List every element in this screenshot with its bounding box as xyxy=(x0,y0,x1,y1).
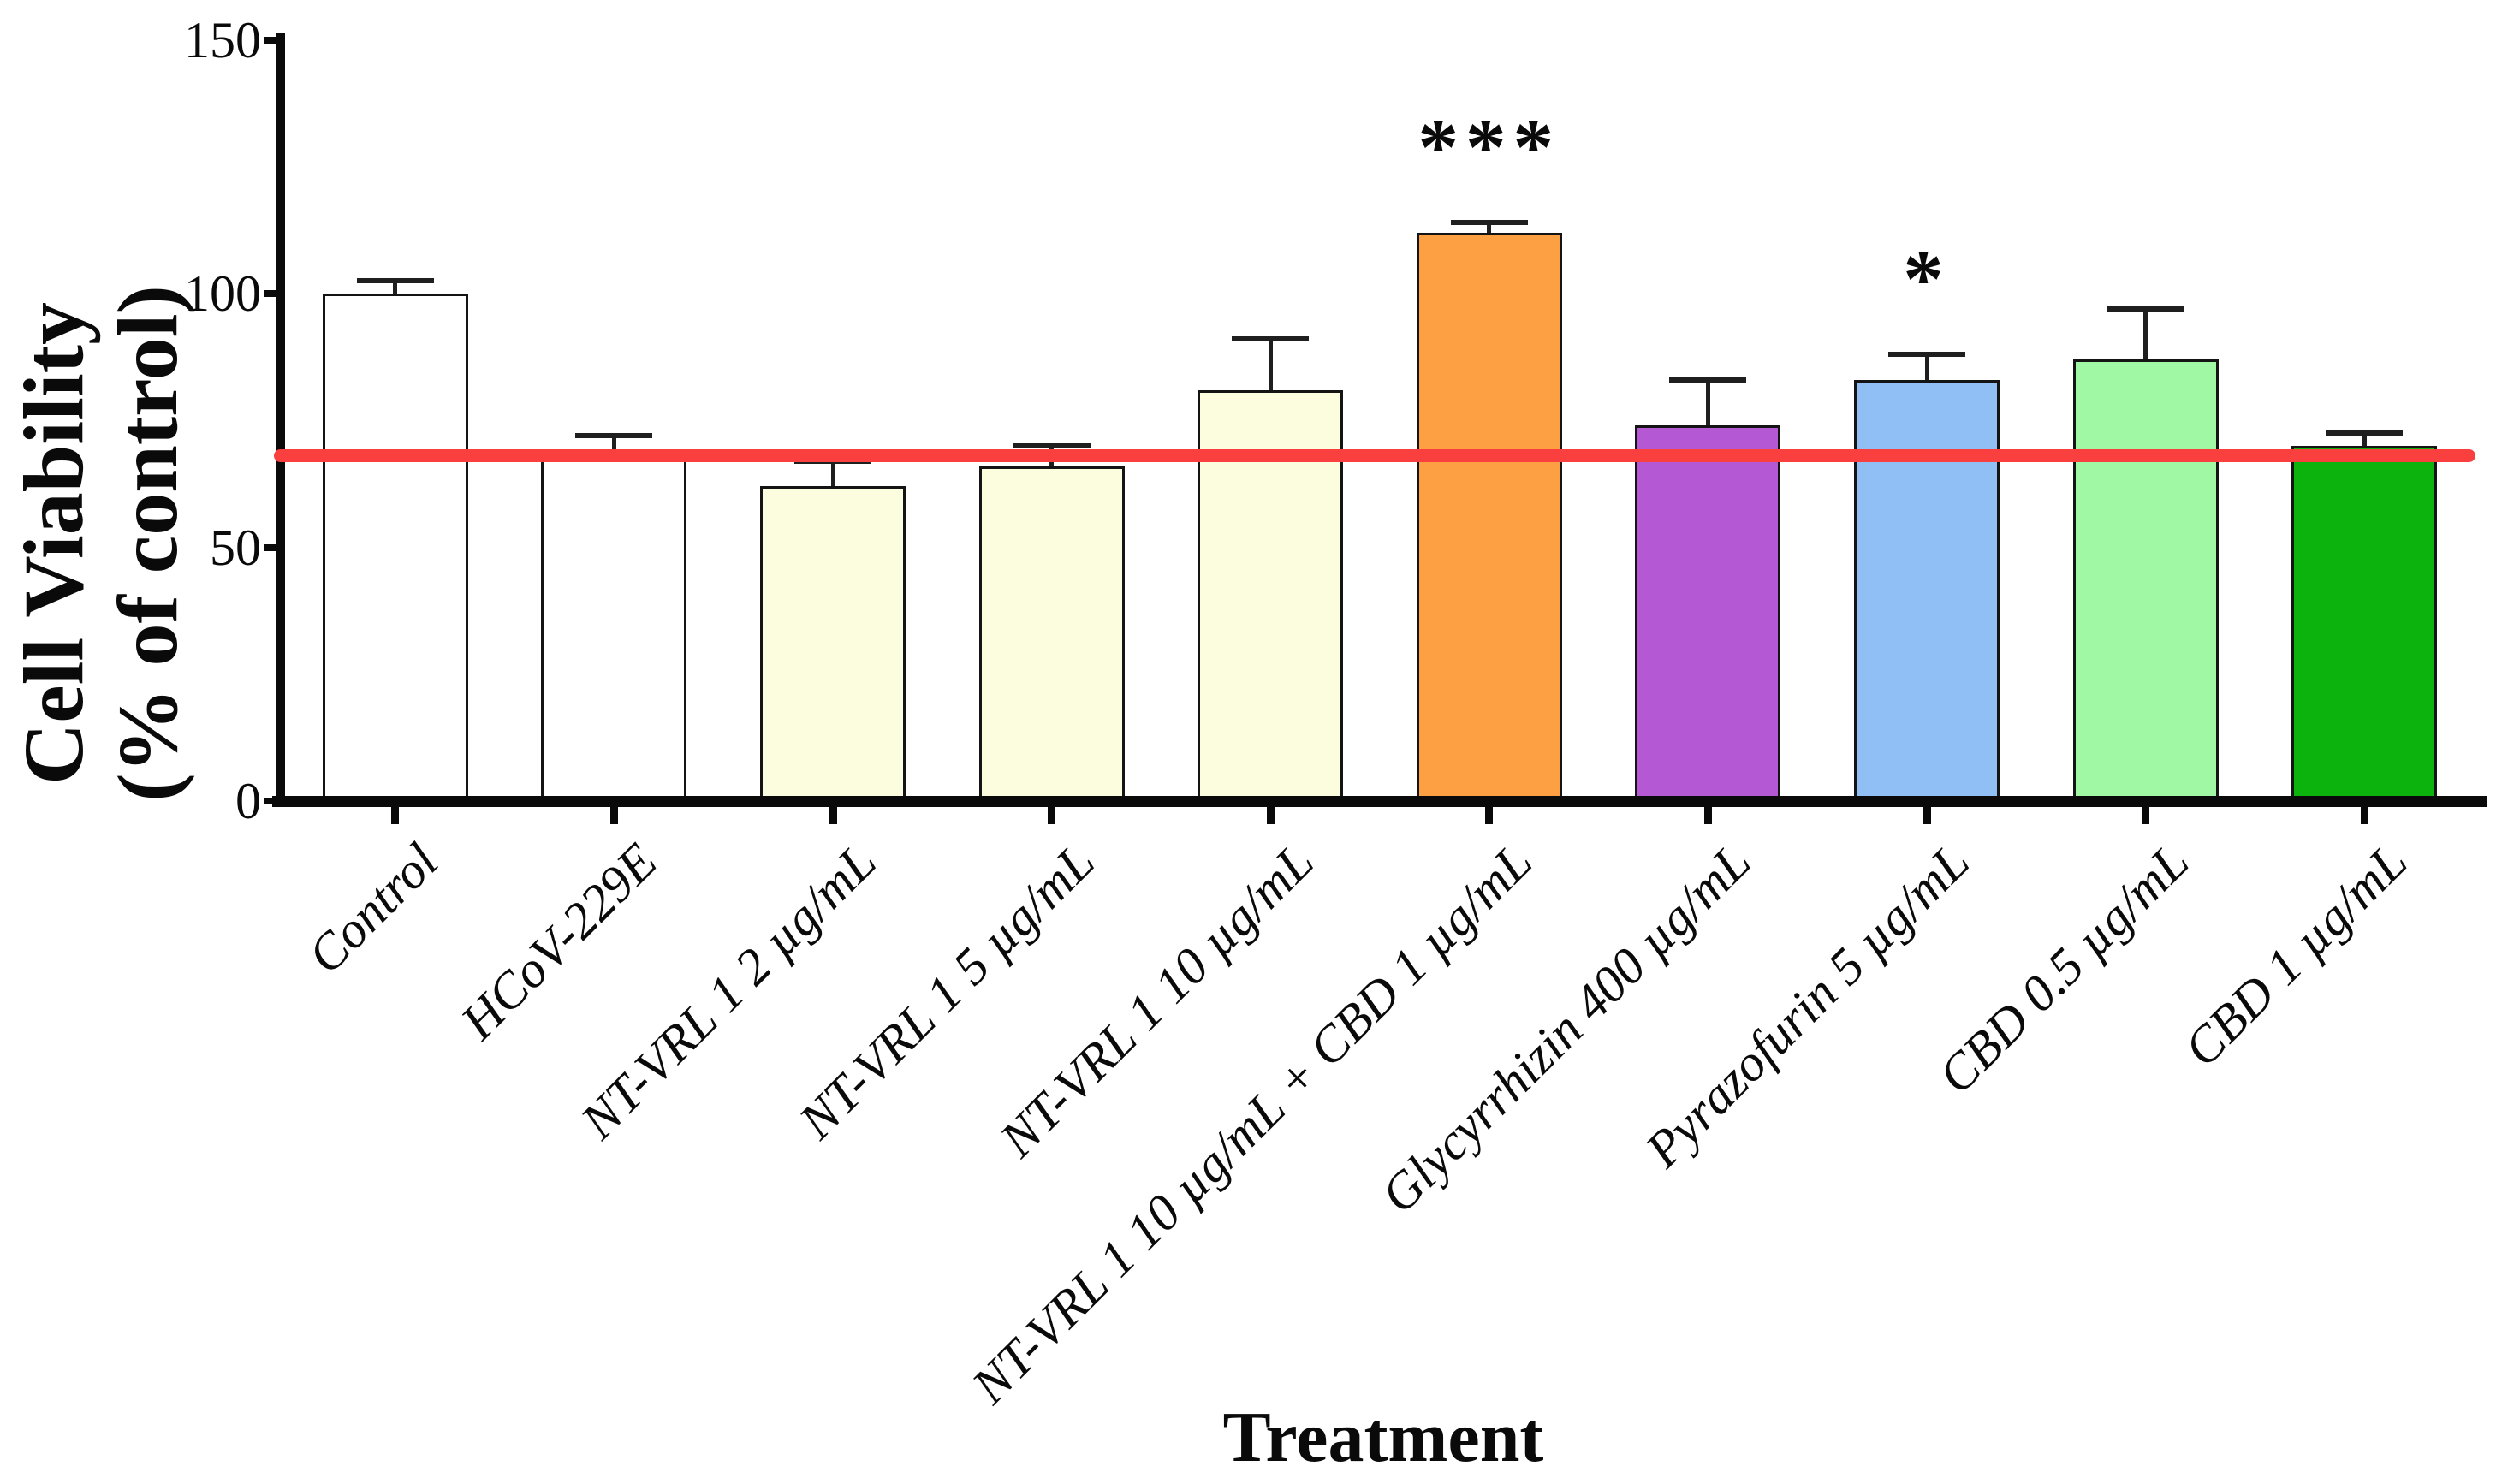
error-bar-cap xyxy=(1450,219,1528,225)
error-bar-cap xyxy=(1888,352,1965,358)
significance-marker: * xyxy=(1903,234,1951,325)
y-axis-tick xyxy=(264,543,281,551)
error-bar-line xyxy=(1705,379,1710,426)
x-axis-tick xyxy=(391,807,400,824)
bar-nt-vrl-1-5-g-ml xyxy=(978,466,1125,801)
bar-nt-vrl-1-10-g-ml-cbd-1-g-ml xyxy=(1416,232,1562,801)
x-axis-tick xyxy=(1266,807,1275,824)
error-bar-line xyxy=(2362,433,2367,446)
x-axis-category-label: HCoV-229E xyxy=(449,832,668,1050)
error-bar-line xyxy=(1268,339,1273,390)
y-axis-tick xyxy=(264,36,281,44)
bar-control xyxy=(322,294,468,801)
y-axis-line xyxy=(276,33,285,807)
bar-glycyrrhizin-400-g-ml xyxy=(1635,425,1781,801)
error-bar-cap xyxy=(2326,430,2404,436)
reference-line xyxy=(274,449,2475,463)
bar-cbd-0-5-g-ml xyxy=(2072,359,2219,801)
x-axis-category-label: CBD 1 µg/mL xyxy=(2173,832,2418,1077)
y-axis-tick-label: 150 xyxy=(184,11,261,68)
error-bar-cap xyxy=(1013,442,1091,448)
error-bar-cap xyxy=(1669,377,1747,383)
bar-nt-vrl-1-2-g-ml xyxy=(760,486,906,801)
y-axis-tick xyxy=(264,798,281,804)
error-bar-line xyxy=(393,281,398,294)
error-bar-line xyxy=(1924,354,1929,380)
x-axis-tick xyxy=(1485,807,1494,824)
bar-hcov-229e xyxy=(541,455,687,801)
bar-pyrazofurin-5-g-ml xyxy=(1854,379,2000,801)
error-bar-line xyxy=(1487,222,1492,233)
x-axis-tick xyxy=(2360,807,2368,824)
significance-marker: *** xyxy=(1417,101,1561,193)
y-axis-tick-label: 50 xyxy=(210,519,261,576)
x-axis-tick xyxy=(1923,807,1931,824)
y-axis-tick-label: 0 xyxy=(235,773,261,829)
x-axis-tick xyxy=(2142,807,2150,824)
x-axis-line xyxy=(272,796,2487,807)
x-axis-title: Treatment xyxy=(1222,1398,1544,1477)
error-bar-cap xyxy=(2107,306,2184,312)
error-bar-line xyxy=(611,436,616,456)
error-bar-line xyxy=(2143,308,2148,360)
x-axis-category-label: Glycyrrhizin 400 µg/mL xyxy=(1370,832,1762,1224)
error-bar-cap xyxy=(1232,336,1310,342)
error-bar-line xyxy=(830,460,835,487)
error-bar-cap xyxy=(575,433,653,439)
x-axis-tick xyxy=(1048,807,1056,824)
x-axis-tick xyxy=(829,807,837,824)
x-axis-tick xyxy=(1703,807,1712,824)
x-axis-tick xyxy=(609,807,618,824)
y-axis-title: Cell Viability (% of control) xyxy=(6,285,195,802)
bar-cbd-1-g-ml xyxy=(2291,445,2438,801)
y-axis-tick xyxy=(264,290,281,297)
error-bar-cap xyxy=(356,278,434,284)
y-axis-tick-label: 100 xyxy=(184,265,261,322)
x-axis-category-label: Control xyxy=(297,832,449,984)
